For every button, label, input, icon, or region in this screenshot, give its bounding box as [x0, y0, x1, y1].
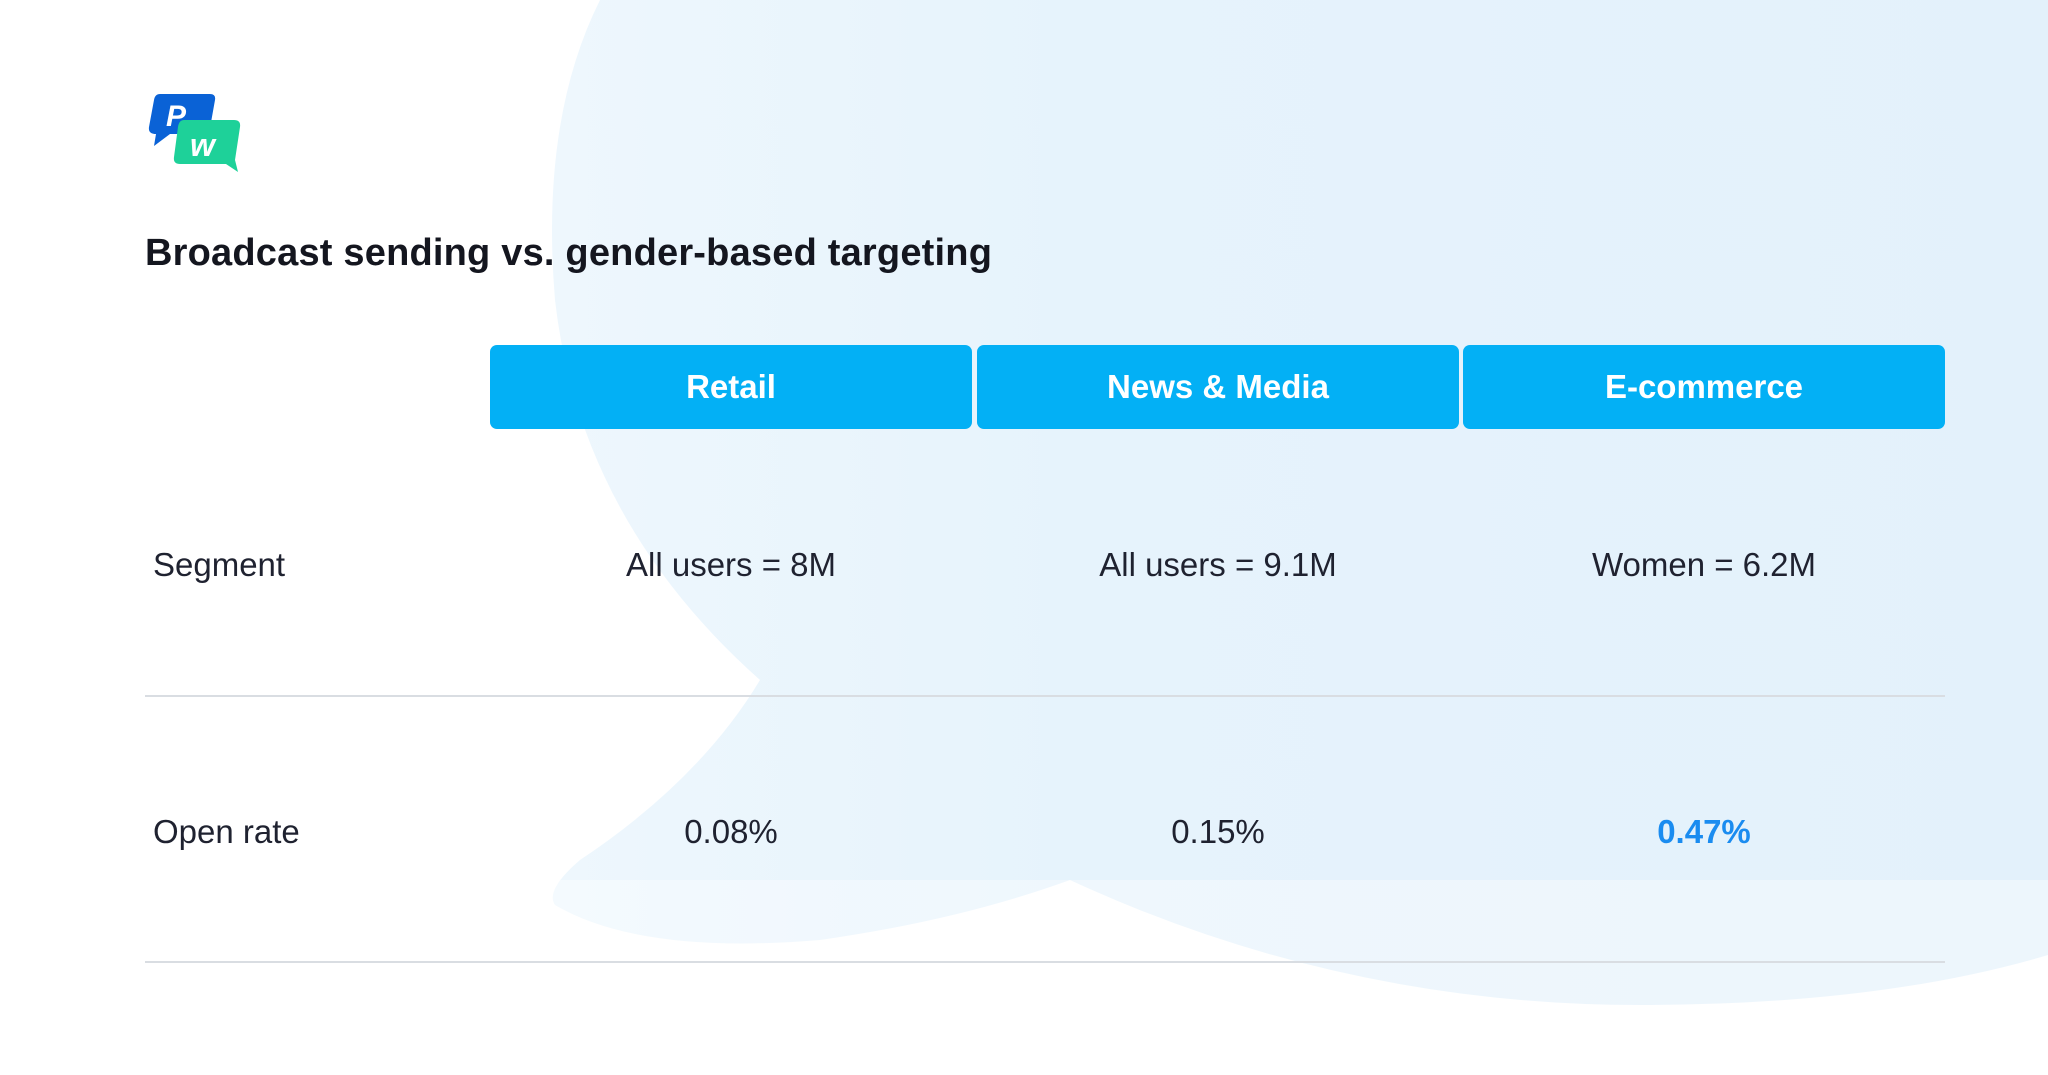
- column-header-retail: Retail: [490, 345, 972, 429]
- cell-open-rate-ecommerce: 0.47%: [1657, 813, 1751, 850]
- cell-segment-news-media: All users = 9.1M: [1099, 546, 1337, 583]
- pushwoosh-logo: P w: [148, 94, 241, 172]
- row-label-segment: Segment: [153, 546, 286, 583]
- cell-open-rate-retail: 0.08%: [684, 813, 778, 850]
- logo-secondary-letter: w: [190, 127, 217, 163]
- page-title: Broadcast sending vs. gender-based targe…: [145, 232, 993, 274]
- logo-primary-letter: P: [166, 100, 187, 133]
- cell-segment-ecommerce: Women = 6.2M: [1591, 546, 1817, 583]
- row-divider-2: [145, 961, 1945, 963]
- cell-segment-retail: All users = 8M: [626, 546, 836, 583]
- row-divider-1: [145, 695, 1945, 697]
- logo-secondary-bubble-icon: [173, 120, 241, 172]
- column-header-news-media: News & Media: [977, 345, 1459, 429]
- cell-open-rate-news-media: 0.15%: [1171, 813, 1265, 850]
- row-label-open-rate: Open rate: [153, 813, 300, 850]
- column-header-ecommerce: E-commerce: [1463, 345, 1945, 429]
